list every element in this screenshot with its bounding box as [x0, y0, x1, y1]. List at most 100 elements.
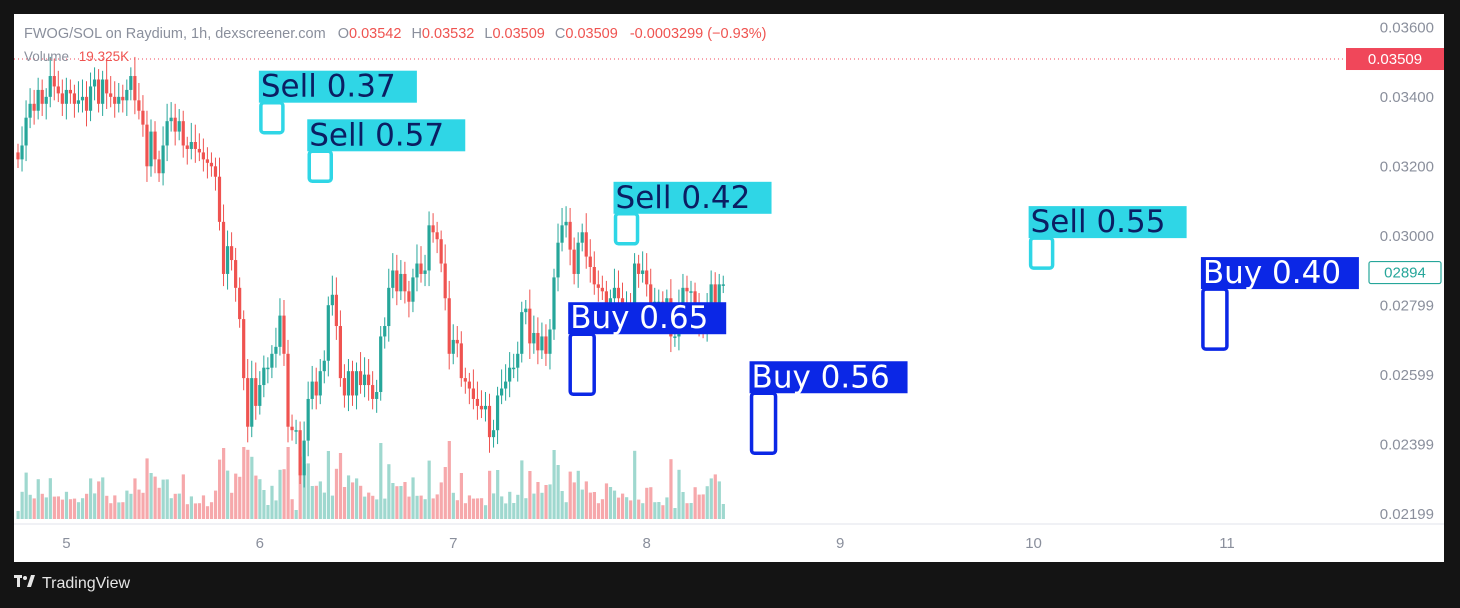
volume-bar: [463, 503, 468, 519]
volume-bar: [64, 491, 69, 519]
candle-body: [84, 96, 89, 111]
volume-bar: [346, 475, 351, 519]
signal-label-bg: [258, 70, 417, 103]
signal-label: Buy 0.65: [570, 300, 708, 336]
volume-bar: [121, 502, 125, 519]
volume-bar: [427, 460, 431, 519]
candle-body: [467, 381, 471, 389]
candle-body: [447, 298, 451, 354]
volume-bar: [544, 485, 548, 519]
volume-bar: [330, 495, 335, 519]
candle-body: [105, 79, 109, 94]
candlestick-chart[interactable]: 0.03509 0.03600 0.03400 0.03200 0.03000 0.027…: [14, 14, 1444, 562]
candle-body: [290, 426, 294, 431]
volume-bar: [363, 496, 367, 519]
volume-bar: [713, 474, 717, 519]
candle-body: [221, 221, 226, 274]
candle-body: [709, 284, 713, 309]
candle-body: [632, 263, 637, 313]
candle-body: [512, 367, 516, 370]
volume-bar: [133, 478, 137, 519]
candle-body: [338, 326, 342, 379]
candle-body: [322, 360, 326, 372]
volume-bar: [528, 471, 532, 519]
candle-body: [97, 79, 101, 104]
current-price-tag: [1368, 260, 1442, 285]
volume-bar: [161, 479, 165, 519]
signal-label: Sell 0.55: [1031, 204, 1166, 240]
candle-body: [391, 270, 395, 288]
volume-bar: [383, 498, 387, 519]
volume-bar: [548, 484, 552, 519]
candle-body: [479, 405, 484, 410]
candle-body: [52, 76, 56, 87]
volume-bar: [197, 503, 202, 519]
candle-body: [254, 378, 258, 406]
volume-bar: [129, 493, 133, 519]
candle-body: [475, 398, 480, 406]
volume-bar: [584, 481, 588, 519]
volume-bar: [189, 496, 193, 519]
candle-body: [540, 336, 544, 351]
volume-bar: [443, 467, 447, 519]
candle-body: [588, 256, 592, 267]
high-value: 0.03532: [421, 26, 475, 42]
volume-bar: [137, 489, 141, 519]
low-value: 0.03509: [492, 26, 545, 42]
high-label: H: [411, 26, 422, 42]
volume-bar: [213, 490, 218, 519]
volume-bar: [576, 470, 580, 519]
candle-body: [137, 100, 141, 111]
volume-bar: [403, 482, 407, 519]
candle-body: [225, 246, 230, 274]
volume-bar: [621, 493, 625, 519]
tradingview-branding[interactable]: TradingView: [14, 574, 130, 593]
candle-body: [665, 298, 669, 306]
candle-body: [371, 385, 375, 399]
volume-bar: [540, 492, 544, 519]
candle-body: [181, 121, 185, 146]
volume-bar: [653, 502, 657, 519]
candle-body: [713, 284, 717, 309]
tradingview-logo-icon: [14, 574, 36, 593]
volume-bar: [16, 511, 20, 519]
signal-label: Buy 0.56: [752, 359, 890, 395]
symbol-title: FWOG/SOL on Raydium, 1h, dexscreener.com: [24, 26, 326, 42]
volume-bar: [488, 470, 492, 519]
y-tick-label: 0.02399: [1380, 436, 1434, 453]
volume-bar: [48, 478, 52, 519]
candle-body: [298, 430, 302, 476]
candle-body: [334, 294, 338, 327]
volume-bar: [492, 493, 496, 519]
volume-bar: [661, 505, 665, 519]
volume-value: 19.325K: [78, 49, 130, 64]
candle-body: [125, 89, 129, 101]
volume-bar: [89, 478, 93, 519]
volume-bar: [355, 478, 359, 519]
volume-bar: [564, 502, 568, 519]
volume-bar: [701, 494, 705, 519]
candle-body: [209, 162, 214, 167]
volume-bar: [612, 490, 617, 519]
volume-bar: [226, 470, 230, 519]
volume-bar: [105, 495, 109, 519]
candle-body: [693, 291, 697, 313]
candle-body: [76, 100, 81, 104]
candle-body: [548, 329, 552, 354]
volume-bar: [431, 498, 435, 519]
volume-bar: [149, 473, 153, 519]
candle-body: [145, 124, 149, 167]
volume-bar: [629, 500, 633, 519]
volume-bar: [274, 500, 278, 519]
volume-bar: [705, 486, 709, 519]
volume-bar: [471, 498, 476, 519]
volume-bar: [209, 502, 214, 519]
candle-body: [532, 332, 536, 344]
volume-bar: [689, 503, 693, 519]
candle-body: [419, 263, 423, 274]
candle-body: [64, 89, 68, 104]
volume-bar: [80, 498, 85, 519]
candle-body: [556, 242, 560, 278]
volume-bar: [556, 465, 560, 519]
volume-bar: [169, 498, 173, 519]
